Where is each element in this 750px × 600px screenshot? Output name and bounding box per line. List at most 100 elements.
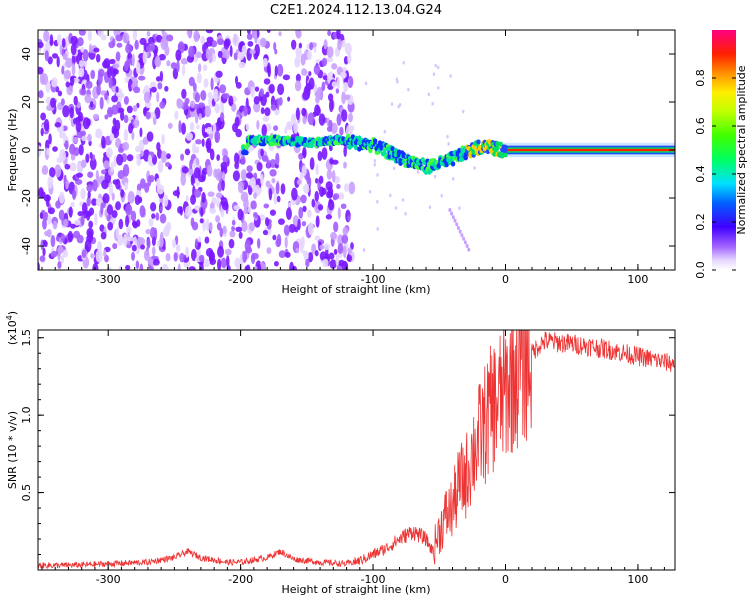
- heatmap-noise-blob: [319, 251, 327, 261]
- heatmap-noise-blob: [97, 69, 105, 78]
- heatmap-ridge-blob: [450, 161, 456, 167]
- heatmap-noise-blob: [278, 96, 283, 106]
- heatmap-noise-blob: [147, 175, 152, 187]
- snr-y-label: SNR (10 * v/v): [6, 411, 19, 489]
- heatmap-noise-blob: [41, 165, 49, 176]
- heatmap-noise-blob: [209, 208, 217, 214]
- heatmap-noise-blob: [234, 116, 240, 127]
- heatmap-noise-blob: [134, 145, 142, 153]
- heatmap-noise-blob: [265, 180, 271, 188]
- heatmap-noise-blob: [294, 80, 302, 92]
- heatmap-noise-blob: [170, 62, 177, 70]
- heatmap-noise-blob: [343, 145, 347, 158]
- colorbar-label: Normalized spectral amplitude: [735, 65, 748, 234]
- heatmap-noise-blob: [60, 98, 65, 106]
- heatmap-noise-blob: [49, 34, 54, 47]
- heatmap-noise-blob: [191, 221, 199, 231]
- heatmap-noise-blob: [198, 102, 205, 109]
- heatmap-noise-blob: [341, 91, 347, 104]
- heatmap-noise-blob: [144, 182, 150, 193]
- heatmap-x-tick-label: -200: [228, 273, 253, 286]
- heatmap-noise-blob: [337, 192, 345, 200]
- heatmap-noise-blob: [249, 222, 255, 232]
- heatmap-noise-blob: [104, 209, 108, 218]
- heatmap-noise-blob: [245, 123, 250, 131]
- heatmap-noise-blob: [38, 66, 44, 75]
- heatmap-noise-blob: [259, 37, 267, 48]
- heatmap-noise-blob: [80, 159, 87, 169]
- heatmap-noise-blob: [73, 95, 78, 106]
- heatmap-noise-blob: [95, 249, 103, 263]
- heatmap-noise-blob: [126, 154, 134, 162]
- heatmap-noise-blob: [322, 75, 329, 81]
- heatmap-noise-blob: [231, 220, 236, 226]
- colorbar-tick-label: 0.6: [694, 117, 707, 135]
- heatmap-noise-blob: [287, 202, 292, 208]
- heatmap-noise-blob: [217, 258, 222, 270]
- heatmap-noise-blob: [51, 250, 58, 258]
- heatmap-noise-blob: [328, 252, 335, 260]
- heatmap-noise-blob: [99, 96, 104, 110]
- heatmap-noise-blob: [196, 72, 202, 84]
- heatmap-noise-blob: [314, 201, 322, 214]
- heatmap-sparse-dot: [451, 177, 455, 181]
- heatmap-noise-blob: [107, 65, 112, 78]
- heatmap-noise-blob: [329, 145, 333, 152]
- snr-y-tick-label: 1.5: [20, 329, 33, 347]
- heatmap-noise-blob: [198, 113, 202, 120]
- heatmap-noise-blob: [244, 239, 251, 252]
- heatmap-noise-blob: [264, 107, 271, 117]
- heatmap-noise-blob: [146, 131, 154, 142]
- heatmap-noise-blob: [38, 187, 44, 199]
- heatmap-noise-blob: [339, 126, 344, 136]
- heatmap-noise-blob: [143, 249, 150, 261]
- heatmap-noise-blob: [131, 131, 135, 141]
- heatmap-noise-blob: [221, 147, 228, 158]
- snr-y-scale: (x104): [5, 311, 19, 345]
- heatmap-noise-blob: [292, 215, 299, 227]
- heatmap-noise-blob: [76, 172, 84, 178]
- heatmap-noise-blob: [315, 163, 319, 176]
- heatmap-noise-blob: [302, 90, 310, 101]
- heatmap-noise-blob: [327, 199, 335, 211]
- heatmap-noise-blob: [147, 154, 153, 166]
- heatmap-noise-blob: [328, 99, 334, 113]
- heatmap-noise-blob: [232, 34, 240, 47]
- heatmap-noise-blob: [39, 255, 46, 262]
- heatmap-noise-blob: [205, 247, 214, 257]
- heatmap-noise-blob: [277, 83, 285, 96]
- heatmap-noise-blob: [134, 194, 141, 206]
- heatmap-noise-blob: [300, 242, 304, 254]
- heatmap-sparse-dot: [397, 104, 400, 109]
- heatmap-noise-blob: [256, 238, 261, 249]
- heatmap-noise-blob: [80, 187, 86, 200]
- heatmap-noise-blob: [202, 64, 208, 72]
- heatmap-sparse-dot: [394, 206, 398, 210]
- heatmap-noise-blob: [127, 191, 135, 204]
- heatmap-noise-blob: [139, 37, 147, 46]
- heatmap-noise-blob: [305, 82, 312, 92]
- colorbar-tick-label: 0.2: [694, 213, 707, 231]
- heatmap-noise-blob: [136, 219, 141, 227]
- heatmap-noise-blob: [196, 124, 200, 130]
- heatmap-noise-blob: [95, 53, 101, 63]
- heatmap-noise-blob: [64, 163, 71, 170]
- heatmap-noise-blob: [115, 86, 119, 93]
- heatmap-noise-blob: [235, 75, 239, 85]
- heatmap-noise-blob: [275, 182, 280, 195]
- heatmap-noise-blob: [146, 238, 151, 249]
- heatmap-noise-blob: [241, 220, 248, 233]
- heatmap-noise-blob: [108, 58, 116, 65]
- heatmap-ridge-blob: [503, 147, 508, 154]
- heatmap-noise-blob: [75, 121, 82, 133]
- heatmap-noise-blob: [131, 251, 136, 261]
- heatmap-noise-blob: [229, 230, 236, 238]
- heatmap-noise-blob: [210, 77, 214, 91]
- heatmap-noise-blob: [243, 105, 248, 117]
- heatmap-noise-blob: [234, 257, 241, 268]
- heatmap-sparse-dot: [376, 199, 379, 204]
- heatmap-noise-blob: [89, 101, 94, 108]
- heatmap-noise-blob: [167, 122, 173, 129]
- heatmap-noise-blob: [337, 38, 342, 51]
- heatmap-noise-blob: [70, 153, 76, 161]
